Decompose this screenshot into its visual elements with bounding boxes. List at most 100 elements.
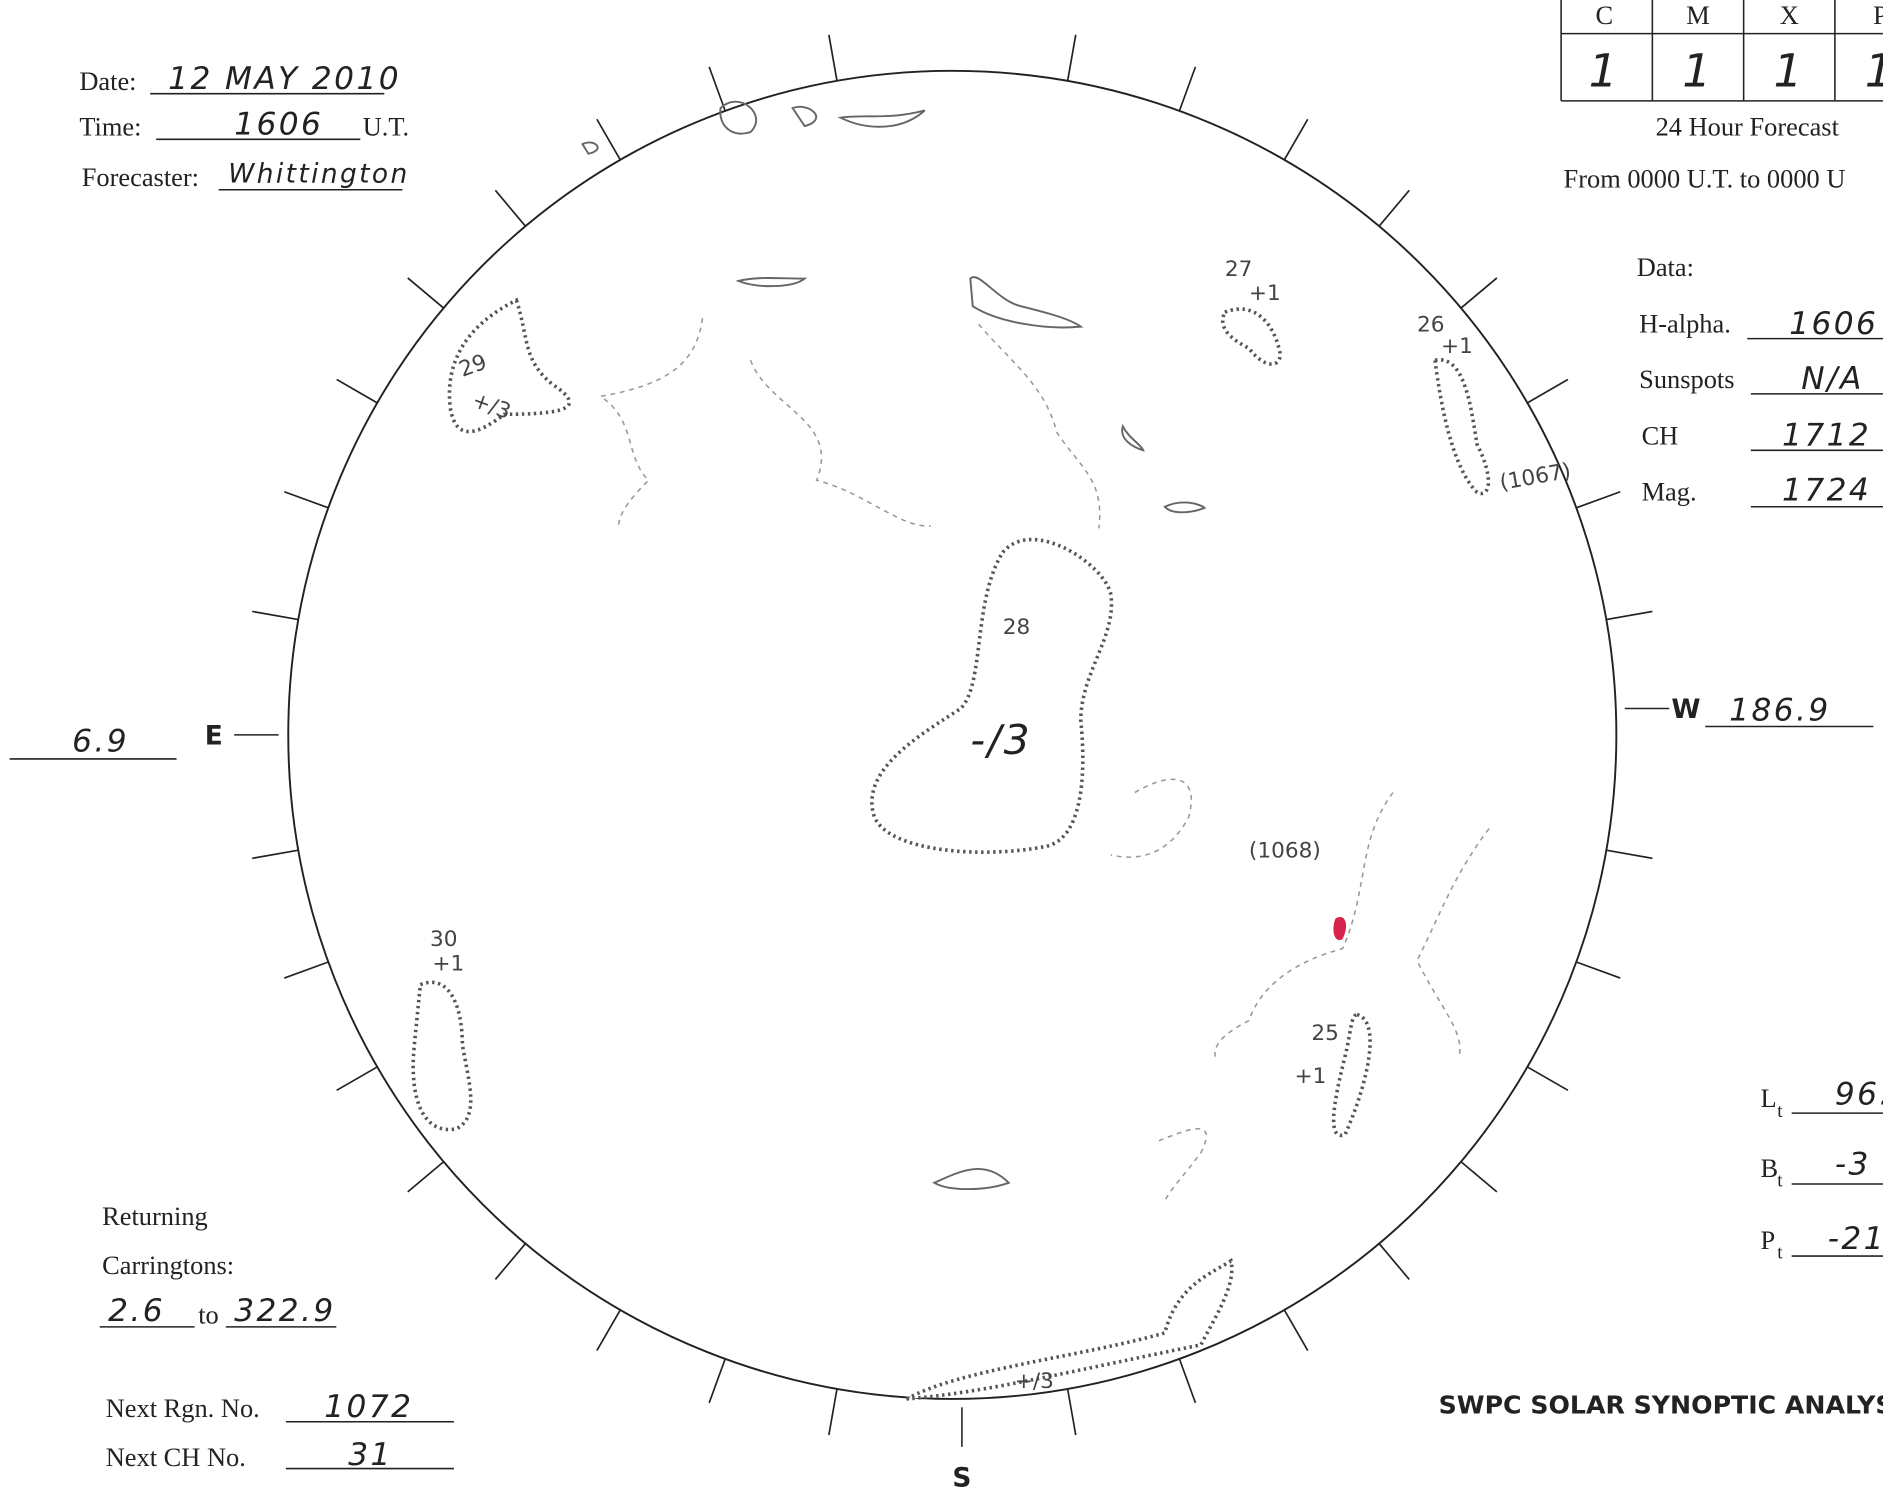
next-ch-label: Next CH No.: [106, 1442, 246, 1472]
next-ch-value: 31: [348, 1437, 393, 1473]
neutral-line: [1158, 1128, 1208, 1202]
solar-disk: [287, 69, 1618, 1400]
table-header: X: [1780, 0, 1799, 30]
limb-tick: [284, 490, 329, 509]
data-label: Mag.: [1642, 477, 1697, 507]
table-header: P: [1873, 0, 1883, 30]
neutral-line: [1416, 828, 1490, 1057]
time-value: 1606: [234, 106, 323, 142]
orientation-sub: t: [1777, 1170, 1783, 1191]
table-value: 1: [1682, 44, 1713, 97]
limb-tick: [1460, 1161, 1498, 1193]
table-value: 1: [1865, 44, 1883, 97]
limb-tick: [1066, 1388, 1077, 1436]
forecast-title: 24 Hour Forecast: [1656, 112, 1840, 142]
west-label: W: [1671, 694, 1700, 725]
limb-tick: [1378, 189, 1410, 227]
coronal-hole: [1433, 358, 1491, 496]
flare-spot: [1333, 917, 1347, 941]
orientation-value: -21: [1828, 1221, 1883, 1257]
west-value: 186.9: [1729, 692, 1830, 728]
table-value: 1: [1774, 44, 1805, 97]
carringtons-label: Carringtons:: [102, 1250, 234, 1280]
orientation-symbol: L: [1760, 1083, 1776, 1113]
data-value: 1724: [1782, 473, 1871, 509]
limb-tick: [407, 277, 445, 309]
region-label: 25: [1311, 1021, 1338, 1046]
coronal-hole: [1331, 1012, 1372, 1138]
neutral-line: [1110, 778, 1192, 858]
limb-tick: [407, 1161, 445, 1193]
time-label: Time:: [79, 112, 141, 142]
data-value: 1606: [1789, 306, 1878, 342]
carrington-to: 322.9: [234, 1293, 335, 1329]
limb-tick: [596, 118, 622, 161]
table-value: 1: [1589, 44, 1620, 97]
filament: [735, 277, 1207, 1190]
filament: [581, 100, 926, 155]
region-label: 30: [430, 927, 458, 952]
region-label: 26: [1417, 312, 1444, 337]
coronal-hole: [447, 297, 572, 434]
carringtons-label: Returning: [102, 1201, 208, 1231]
limb-tick: [1526, 378, 1569, 404]
region-label: +/3: [1015, 1369, 1054, 1394]
data-value: N/A: [1801, 361, 1863, 397]
limb-tick: [828, 34, 838, 82]
region-label: -/3: [970, 716, 1032, 764]
table-header: C: [1596, 0, 1614, 30]
next-rgn-value: 1072: [324, 1389, 413, 1425]
limb-tick: [1178, 66, 1197, 112]
limb-tick: [1178, 1358, 1197, 1404]
limb-tick: [1460, 277, 1498, 309]
filament: [969, 276, 1084, 329]
orientation-sub: t: [1777, 1242, 1783, 1263]
neutral-line: [749, 359, 931, 527]
forecaster-value: Whittington: [228, 159, 409, 190]
limb-tick: [494, 1243, 527, 1280]
date-value: 12 MAY 2010: [168, 61, 401, 97]
limb-tick: [284, 961, 329, 979]
coronal-hole: [1220, 307, 1282, 366]
east-value: 6.9: [72, 724, 129, 760]
orientation-sub: t: [1777, 1101, 1783, 1122]
limb-ticks: [252, 34, 1653, 1436]
limb-tick: [1378, 1243, 1410, 1280]
region-label: +1: [1295, 1064, 1327, 1089]
orientation-symbol: B: [1760, 1153, 1778, 1183]
footer-title: SWPC SOLAR SYNOPTIC ANALYS: [1439, 1390, 1883, 1419]
region-label: 27: [1225, 257, 1252, 282]
region-label: +1: [1441, 334, 1473, 359]
limb-tick: [252, 610, 299, 621]
limb-tick: [596, 1309, 622, 1351]
limb-tick: [1606, 610, 1653, 621]
limb-tick: [1576, 490, 1621, 509]
forecaster-label: Forecaster:: [82, 162, 199, 192]
limb-tick: [708, 66, 726, 112]
time-unit: U.T.: [363, 112, 409, 142]
orientation-symbol: P: [1760, 1225, 1775, 1255]
region-label: +1: [432, 951, 464, 976]
limb-tick: [1526, 1066, 1569, 1092]
orientation-value: -3: [1835, 1146, 1871, 1182]
limb-tick: [336, 378, 378, 404]
limb-tick: [1283, 118, 1309, 161]
limb-tick: [708, 1358, 726, 1404]
neutral-line: [1214, 792, 1394, 1057]
carrington-from: 2.6: [108, 1293, 165, 1329]
limb-tick: [1283, 1309, 1309, 1351]
limb-tick: [494, 189, 527, 227]
limb-tick: [1066, 34, 1077, 82]
limb-tick: [1606, 849, 1653, 860]
data-value: 1712: [1782, 417, 1871, 453]
coronal-hole: [870, 537, 1114, 854]
east-label: E: [205, 721, 223, 752]
region-label: (1068): [1249, 838, 1321, 863]
region-label: +1: [1249, 281, 1281, 306]
neutral-line: [978, 323, 1101, 529]
data-label: H-alpha.: [1639, 309, 1731, 339]
neutral-line: [598, 318, 704, 529]
flare-table: [1560, 0, 1883, 102]
